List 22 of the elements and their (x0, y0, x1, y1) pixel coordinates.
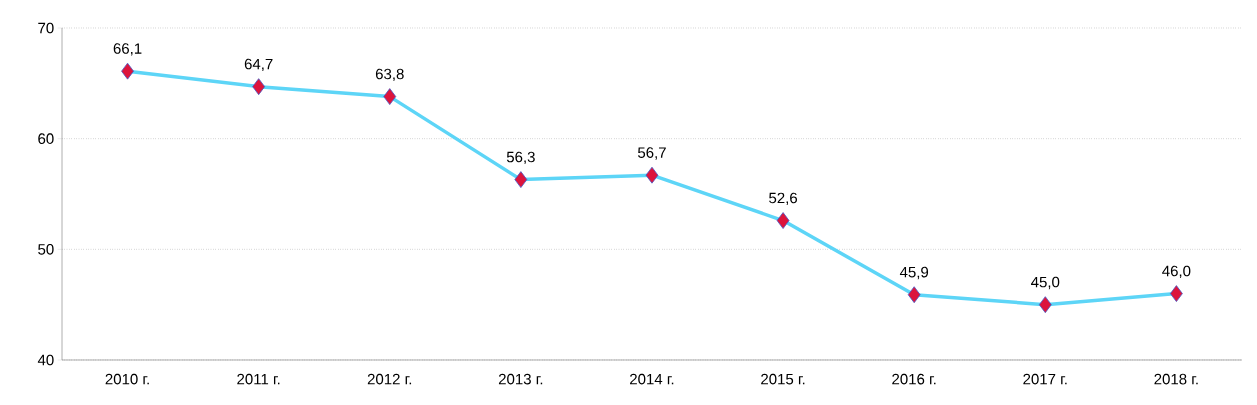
x-tick-label: 2013 г. (498, 373, 543, 385)
x-tick-label: 2018 г. (1154, 373, 1198, 385)
data-label: 66,1 (113, 43, 142, 56)
x-tick-label: 2010 г. (105, 373, 149, 385)
x-tick-label: 2012 г. (367, 373, 412, 385)
y-tick-label: 50 (38, 244, 54, 255)
x-tick-label: 2017 г. (1023, 373, 1067, 385)
data-label: 56,7 (637, 147, 666, 160)
data-label: 45,9 (899, 266, 929, 280)
x-tick-label: 2015 г. (761, 373, 805, 385)
y-tick-label: 60 (38, 133, 54, 144)
x-tick-label: 2016 г. (892, 373, 936, 385)
x-tick-label: 2014 г. (630, 373, 674, 385)
y-tick-label: 70 (38, 22, 54, 34)
data-label: 52,6 (769, 192, 798, 206)
x-tick-label: 2011 г. (237, 373, 280, 385)
data-label: 63,8 (375, 68, 404, 82)
data-label: 45,0 (1031, 276, 1060, 290)
data-label: 56,3 (506, 151, 535, 165)
data-label: 64,7 (244, 58, 273, 72)
y-tick-label: 40 (37, 354, 54, 366)
data-label: 46,0 (1162, 265, 1191, 279)
